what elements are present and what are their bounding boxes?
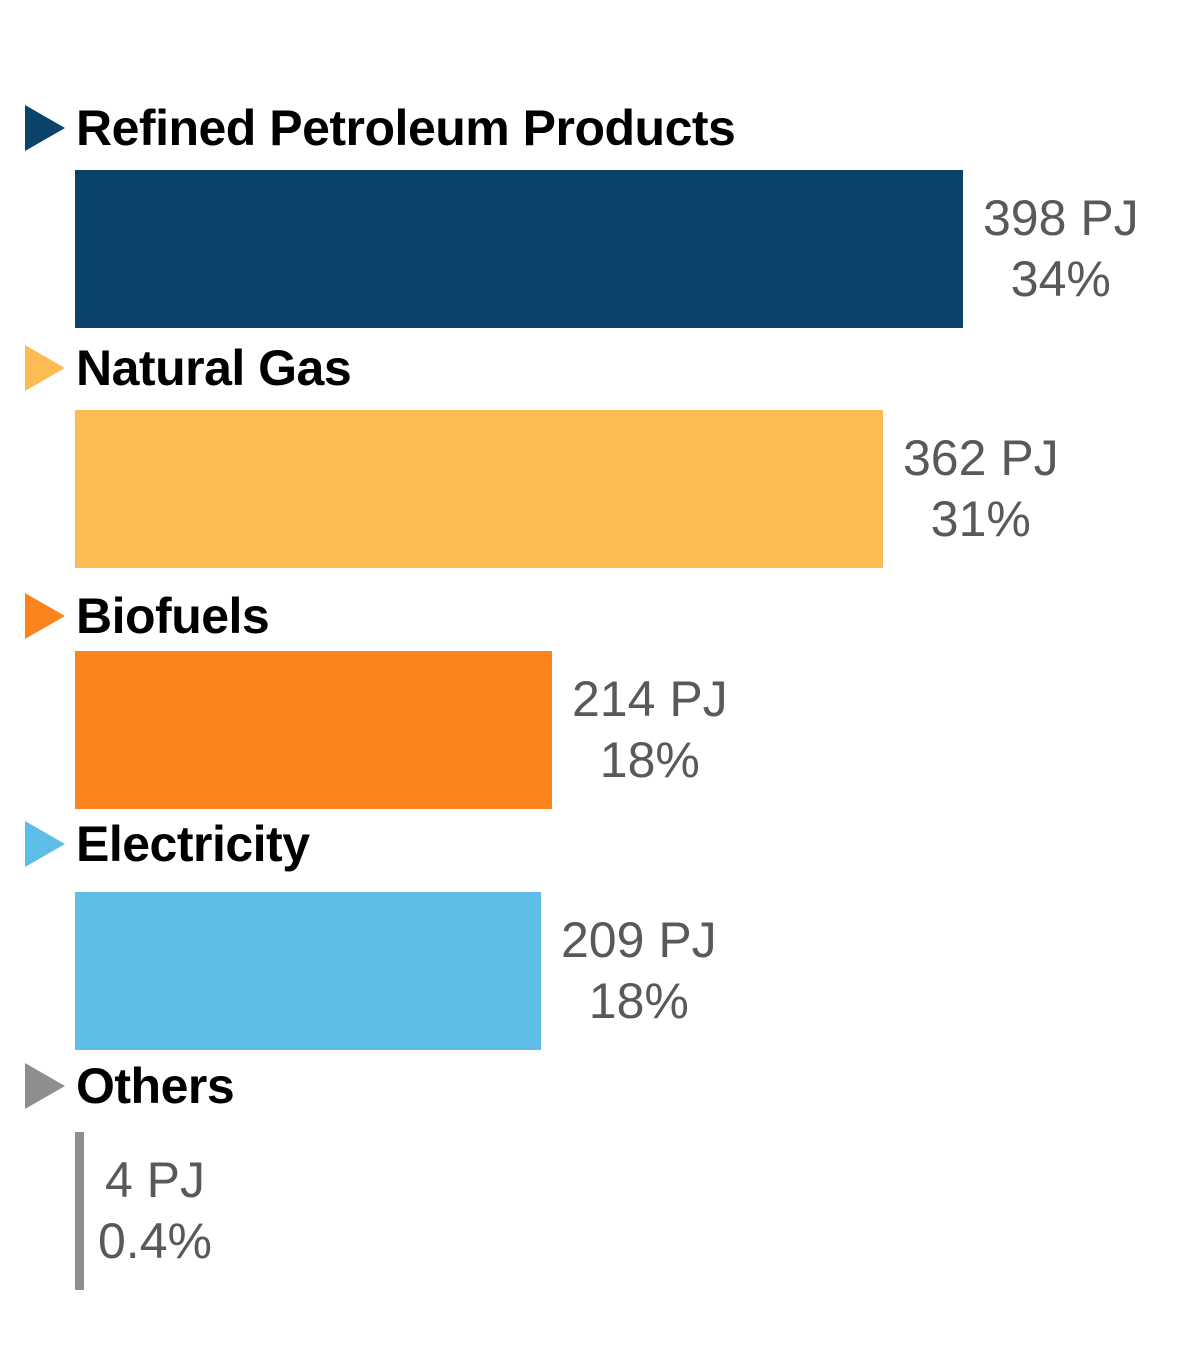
bar-natural-gas: [75, 410, 883, 568]
right-triangle-marker-icon: [25, 593, 65, 639]
value-pj: 214 PJ: [572, 671, 728, 727]
value-percent: 34%: [1010, 251, 1111, 307]
category-label: Natural Gas: [76, 340, 352, 396]
value-pj: 398 PJ: [983, 190, 1139, 246]
value-label: 4 PJ 0.4%: [98, 1150, 212, 1272]
right-triangle-marker-icon: [25, 821, 65, 867]
bar-refined-petroleum-products: [75, 170, 963, 328]
bar-row: 4 PJ 0.4%: [75, 1132, 1200, 1290]
category-label-row: Refined Petroleum Products: [0, 100, 1200, 156]
bar-row: 209 PJ 18%: [75, 892, 1200, 1050]
chart-row-natural-gas: Natural Gas 362 PJ 31%: [0, 340, 1200, 568]
value-percent: 18%: [599, 732, 700, 788]
bar-electricity: [75, 892, 541, 1050]
chart-row-electricity: Electricity 209 PJ 18%: [0, 816, 1200, 1050]
category-label-row: Natural Gas: [0, 340, 1200, 396]
value-percent: 31%: [930, 491, 1031, 547]
value-pj: 209 PJ: [561, 912, 717, 968]
category-label: Others: [76, 1058, 235, 1114]
bar-row: 214 PJ 18%: [75, 651, 1200, 809]
chart-row-others: Others 4 PJ 0.4%: [0, 1058, 1200, 1290]
chart-row-biofuels: Biofuels 214 PJ 18%: [0, 588, 1200, 809]
value-label: 214 PJ 18%: [572, 669, 728, 791]
right-triangle-marker-icon: [25, 345, 65, 391]
right-triangle-marker-icon: [25, 1063, 65, 1109]
value-label: 209 PJ 18%: [561, 910, 717, 1032]
bar-row: 398 PJ 34%: [75, 170, 1200, 328]
bar-others: [75, 1132, 84, 1290]
chart-row-refined-petroleum-products: Refined Petroleum Products 398 PJ 34%: [0, 100, 1200, 328]
value-percent: 18%: [588, 973, 689, 1029]
value-label: 362 PJ 31%: [903, 428, 1059, 550]
category-label-row: Biofuels: [0, 588, 1200, 644]
bar-row: 362 PJ 31%: [75, 410, 1200, 568]
category-label: Electricity: [76, 816, 310, 872]
value-label: 398 PJ 34%: [983, 188, 1139, 310]
category-label-row: Others: [0, 1058, 1200, 1114]
value-pj: 4 PJ: [104, 1152, 206, 1208]
category-label: Refined Petroleum Products: [76, 100, 736, 156]
bar-biofuels: [75, 651, 552, 809]
value-pj: 362 PJ: [903, 430, 1059, 486]
value-percent: 0.4%: [98, 1213, 212, 1269]
right-triangle-marker-icon: [25, 105, 65, 151]
category-label-row: Electricity: [0, 816, 1200, 872]
category-label: Biofuels: [76, 588, 270, 644]
